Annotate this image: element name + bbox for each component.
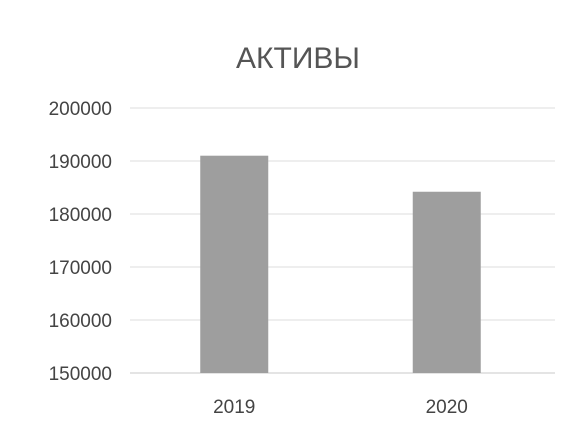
bar-2020 bbox=[412, 191, 481, 373]
y-tick-label: 160000 bbox=[49, 311, 112, 332]
gridlines bbox=[130, 107, 555, 374]
y-tick-label: 190000 bbox=[49, 152, 112, 173]
y-tick-label: 150000 bbox=[49, 364, 112, 385]
bars bbox=[200, 155, 481, 373]
x-axis-category-labels: 2019 2020 bbox=[213, 397, 468, 418]
y-tick-label: 170000 bbox=[49, 258, 112, 279]
x-category-label: 2020 bbox=[426, 397, 468, 418]
y-tick-label: 180000 bbox=[49, 205, 112, 226]
x-category-label: 2019 bbox=[213, 397, 255, 418]
chart-title: АКТИВЫ bbox=[236, 42, 360, 75]
y-axis-tick-labels: 150000 160000 170000 180000 190000 200000 bbox=[49, 99, 112, 385]
y-tick-label: 200000 bbox=[49, 99, 112, 120]
bar-2019 bbox=[200, 155, 269, 373]
